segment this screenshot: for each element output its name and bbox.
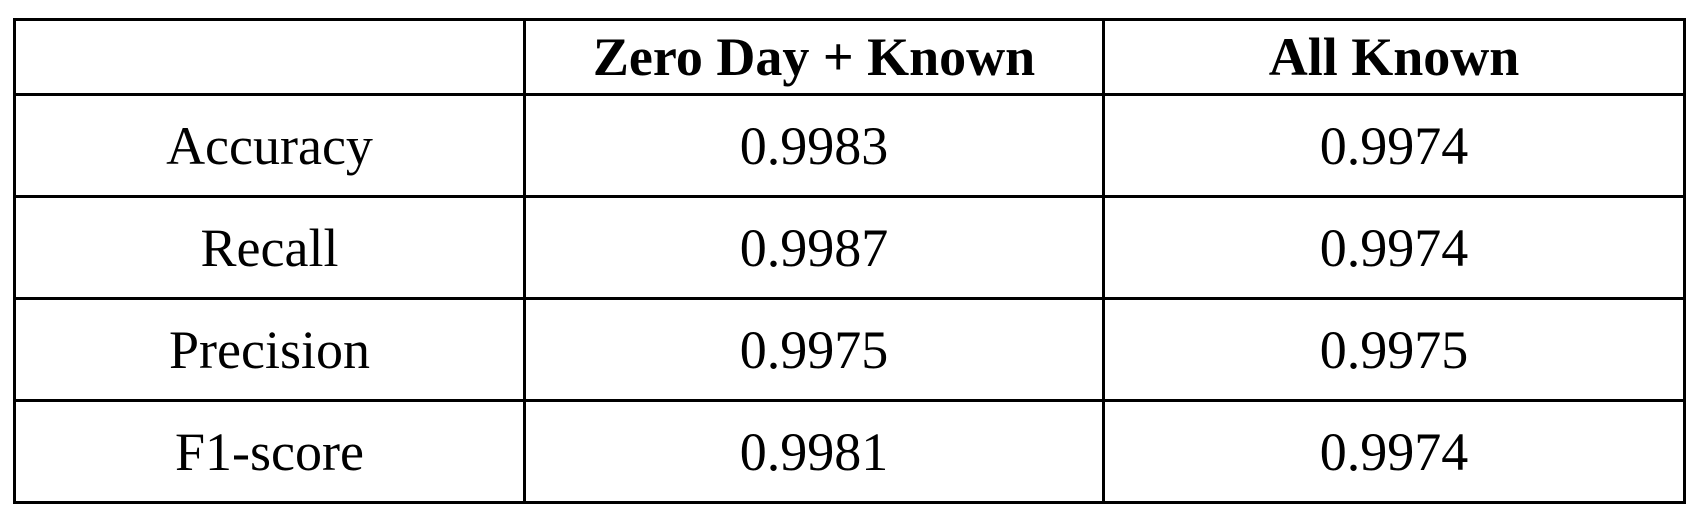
header-cell-zero-day-known: Zero Day + Known (523, 18, 1105, 96)
metric-label: Precision (13, 297, 526, 402)
metric-value: 0.9975 (523, 297, 1105, 402)
metrics-table: Zero Day + Known All Known Accuracy 0.99… (13, 18, 1686, 504)
metric-value: 0.9974 (1102, 399, 1686, 504)
metric-value: 0.9983 (523, 93, 1105, 198)
table-header: Zero Day + Known All Known (13, 18, 1686, 96)
metric-value: 0.9974 (1102, 93, 1686, 198)
metric-value: 0.9981 (523, 399, 1105, 504)
metric-label: Recall (13, 195, 526, 300)
metric-label: Accuracy (13, 93, 526, 198)
table-row: F1-score 0.9981 0.9974 (13, 399, 1686, 504)
table-body: Accuracy 0.9983 0.9974 Recall 0.9987 0.9… (13, 93, 1686, 504)
table-row: Accuracy 0.9983 0.9974 (13, 93, 1686, 198)
header-row: Zero Day + Known All Known (13, 18, 1686, 96)
header-cell-empty (13, 18, 526, 96)
metric-label: F1-score (13, 399, 526, 504)
table-row: Recall 0.9987 0.9974 (13, 195, 1686, 300)
metric-value: 0.9974 (1102, 195, 1686, 300)
metric-value: 0.9975 (1102, 297, 1686, 402)
table-row: Precision 0.9975 0.9975 (13, 297, 1686, 402)
metric-value: 0.9987 (523, 195, 1105, 300)
header-cell-all-known: All Known (1102, 18, 1686, 96)
